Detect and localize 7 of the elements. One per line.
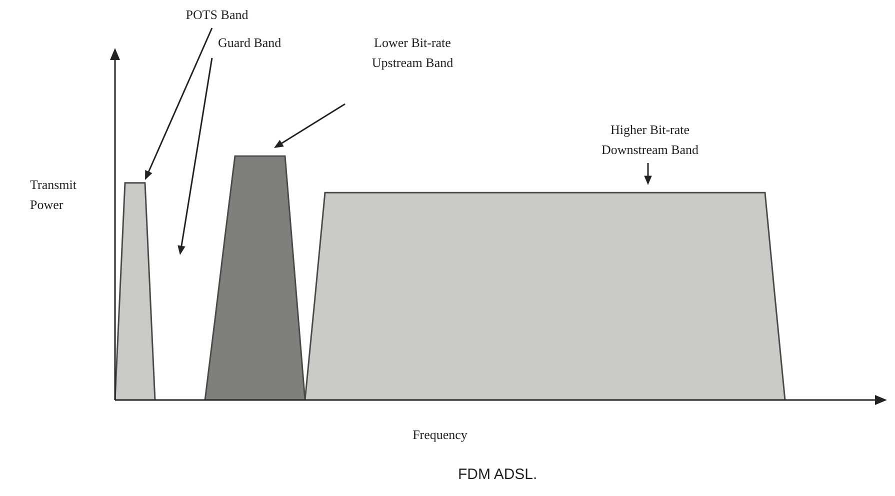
text: FDM ADSL. xyxy=(458,465,538,485)
y-axis-title: Transmit Power xyxy=(30,176,78,214)
text: Lower Bit-rate Upstream Band xyxy=(370,34,454,72)
annotation: Higher Bit-rate Downstream Band xyxy=(600,121,700,159)
text: POTS Band xyxy=(184,6,250,24)
text: Guard Band xyxy=(218,34,282,52)
x-axis-title: Frequency xyxy=(412,426,468,444)
